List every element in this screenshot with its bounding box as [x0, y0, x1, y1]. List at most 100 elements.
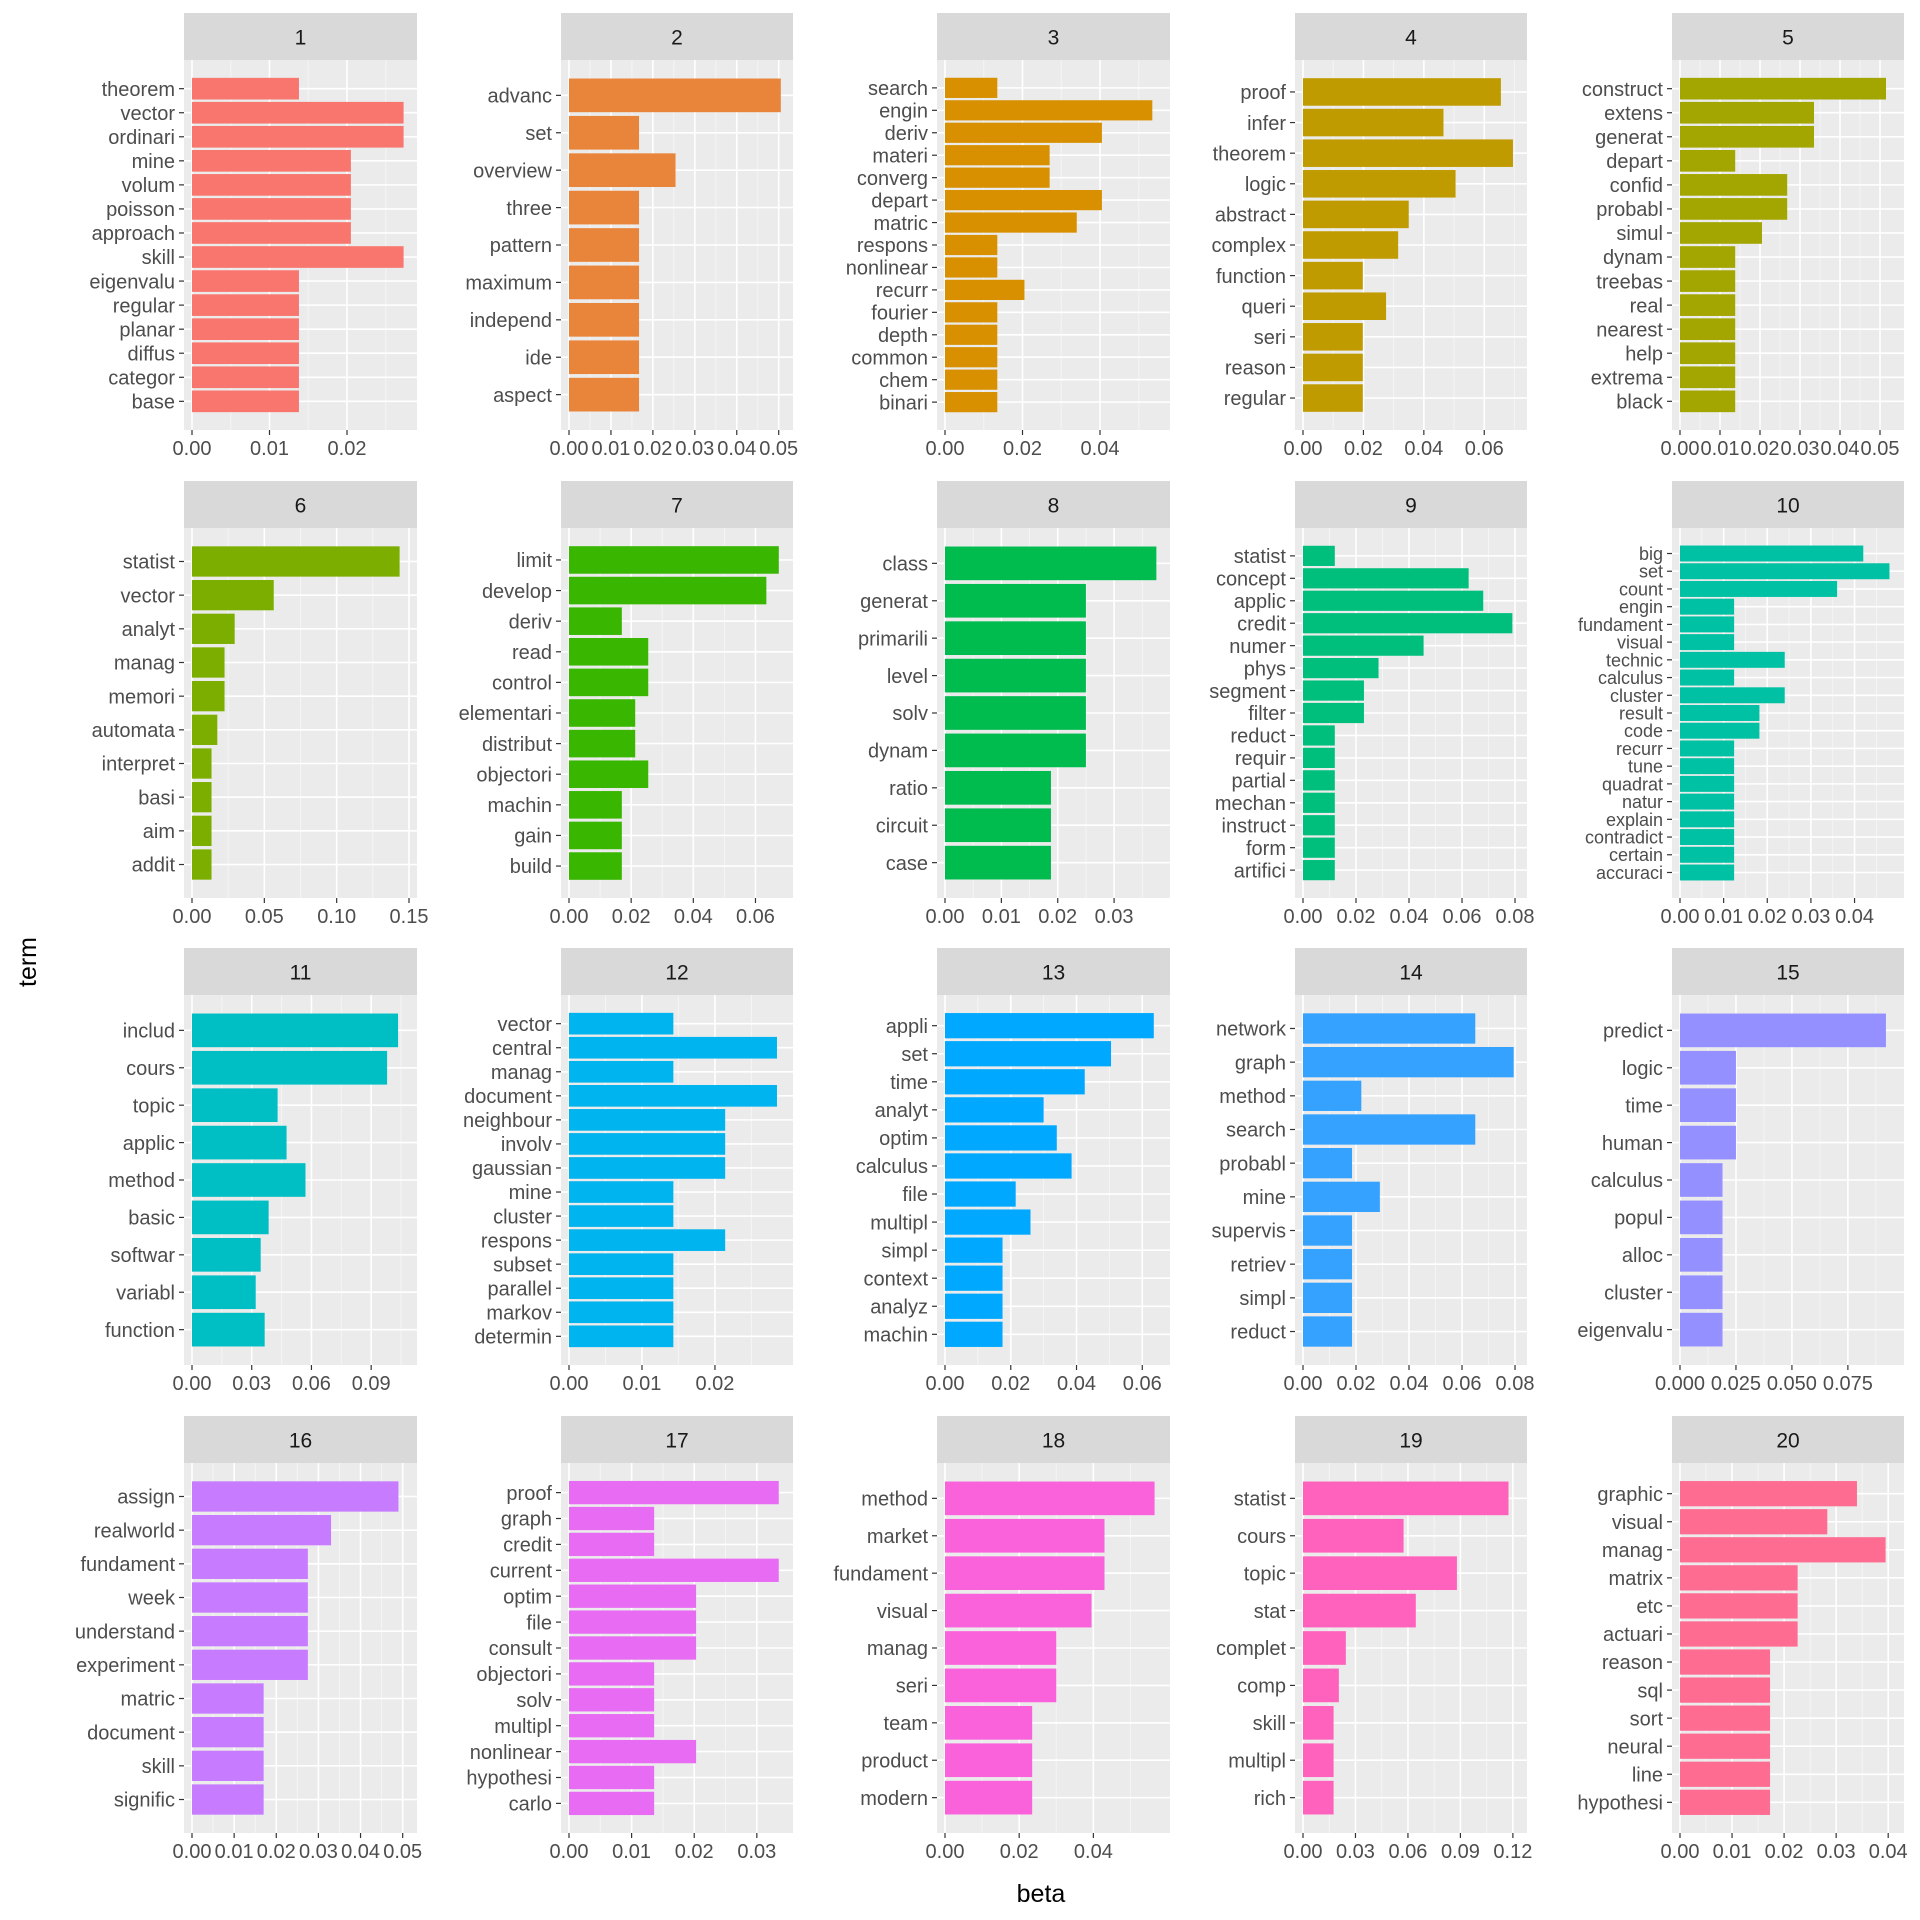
y-tick-label: set [901, 1044, 928, 1066]
bar-analyt [192, 613, 235, 644]
y-tick-label: manag [491, 1062, 552, 1084]
y-tick-label: control [492, 673, 552, 695]
bar-contradict [1680, 829, 1735, 846]
bar-abstract [1303, 200, 1409, 229]
facet-strip [937, 13, 1170, 60]
y-tick-label: set [525, 123, 552, 145]
y-tick-label: visual [877, 1601, 928, 1623]
y-tick-label: manag [114, 653, 175, 675]
y-tick-label: dynam [1603, 247, 1663, 269]
x-tick-label: 0.03 [737, 1841, 776, 1863]
y-tick-label: statist [123, 552, 176, 574]
bar-seri [945, 1668, 1057, 1703]
bar-memori [192, 681, 225, 712]
bar-optim [945, 1125, 1057, 1151]
x-tick-label: 0.04 [674, 906, 713, 928]
y-tick-label: depart [871, 190, 928, 212]
y-tick-label: requir [1235, 748, 1286, 770]
bar-respons [569, 1229, 726, 1251]
y-tick-label: topic [133, 1095, 175, 1117]
bar-gain [569, 821, 622, 850]
y-tick-label: accuraci [1596, 863, 1663, 883]
facet-panel-16: 16 assign realworld fundament week understand… [75, 1416, 422, 1863]
y-tick-label: seri [896, 1676, 928, 1698]
y-tick-label: advanc [488, 86, 553, 108]
bar-primarili [945, 621, 1086, 656]
y-tick-label: parallel [488, 1278, 552, 1300]
x-tick-label: 0.08 [1496, 906, 1535, 928]
y-tick-label: calculus [856, 1156, 928, 1178]
facet-title: 7 [671, 495, 683, 518]
bar-involv [569, 1133, 726, 1155]
x-tick-label: 0.075 [1823, 1373, 1873, 1395]
facet-title: 20 [1776, 1430, 1799, 1453]
y-tick-label: seri [1254, 327, 1286, 349]
bar-modern [945, 1780, 1033, 1815]
y-tick-label: statist [1234, 546, 1287, 568]
bar-optim [569, 1584, 697, 1608]
y-tick-label: proof [1240, 82, 1286, 104]
bar-ratio [945, 770, 1051, 805]
bar-build [569, 852, 622, 880]
y-tick-label: ide [525, 347, 552, 369]
bar-materi [945, 145, 1050, 166]
x-tick-label: 0.04 [1821, 438, 1860, 460]
y-tick-label: categor [108, 367, 175, 389]
facet-strip [937, 948, 1170, 995]
x-tick-label: 0.04 [1869, 1841, 1908, 1863]
y-tick-label: line [1632, 1764, 1663, 1786]
y-tick-label: network [1216, 1019, 1287, 1041]
bar-market [945, 1518, 1105, 1553]
y-tick-label: analyt [875, 1100, 929, 1122]
y-tick-label: complex [1212, 235, 1286, 257]
facet-panel-13: 13 appli set time analyt optim calculus file mul… [856, 948, 1170, 1395]
x-tick-label: 0.02 [675, 1841, 714, 1863]
facet-strip [561, 481, 793, 528]
y-tick-label: planar [119, 319, 175, 341]
y-tick-label: deriv [885, 123, 928, 145]
bar-depart [1680, 150, 1736, 172]
facet-title: 4 [1405, 27, 1417, 50]
facet-panel-2: 2 advanc set overview three pattern maximum ind… [465, 13, 798, 460]
bar-visual [1680, 634, 1735, 651]
bar-ide [569, 340, 640, 375]
bar-construct [1680, 77, 1886, 100]
y-tick-label: elementari [459, 703, 552, 725]
y-tick-label: experiment [76, 1655, 175, 1677]
bar-subset [569, 1253, 674, 1275]
bar-statist [1303, 1481, 1509, 1516]
facet-title: 9 [1405, 495, 1417, 518]
bar-reason [1303, 353, 1363, 382]
bar-certain [1680, 846, 1735, 863]
facet-title: 15 [1776, 962, 1799, 985]
x-tick-label: 0.08 [1496, 1373, 1535, 1395]
y-tick-label: skill [142, 247, 175, 269]
facet-strip [1672, 13, 1904, 60]
y-tick-label: depart [1606, 151, 1663, 173]
bar-supervis [1303, 1215, 1353, 1246]
y-tick-label: stat [1254, 1601, 1287, 1623]
bar-automata [192, 714, 218, 745]
bar-statist [1303, 545, 1335, 566]
y-tick-label: predict [1603, 1021, 1663, 1043]
y-tick-label: analyt [122, 619, 176, 641]
x-tick-label: 0.06 [292, 1373, 331, 1395]
bar-document [192, 1717, 264, 1748]
facet-panel-10: 10 bigsetcountenginfundamentvisualtechnic… [1578, 481, 1904, 928]
bar-week [192, 1582, 308, 1613]
y-tick-label: neighbour [463, 1110, 552, 1132]
bar-proof [569, 1480, 779, 1505]
bar-method [1303, 1080, 1362, 1111]
bar-function [192, 1312, 265, 1347]
y-tick-label: fundament [80, 1554, 175, 1576]
bar-simpl [1303, 1282, 1353, 1313]
x-tick-label: 0.00 [1284, 1841, 1323, 1863]
x-tick-label: 0.01 [612, 1841, 651, 1863]
bar-solv [569, 1688, 655, 1712]
bar-nonlinear [945, 257, 998, 278]
bar-network [1303, 1013, 1476, 1044]
bar-code [1680, 722, 1760, 739]
bar-calculus [1680, 1163, 1723, 1197]
facet-title: 18 [1042, 1430, 1065, 1453]
x-tick-label: 0.04 [1074, 1841, 1113, 1863]
